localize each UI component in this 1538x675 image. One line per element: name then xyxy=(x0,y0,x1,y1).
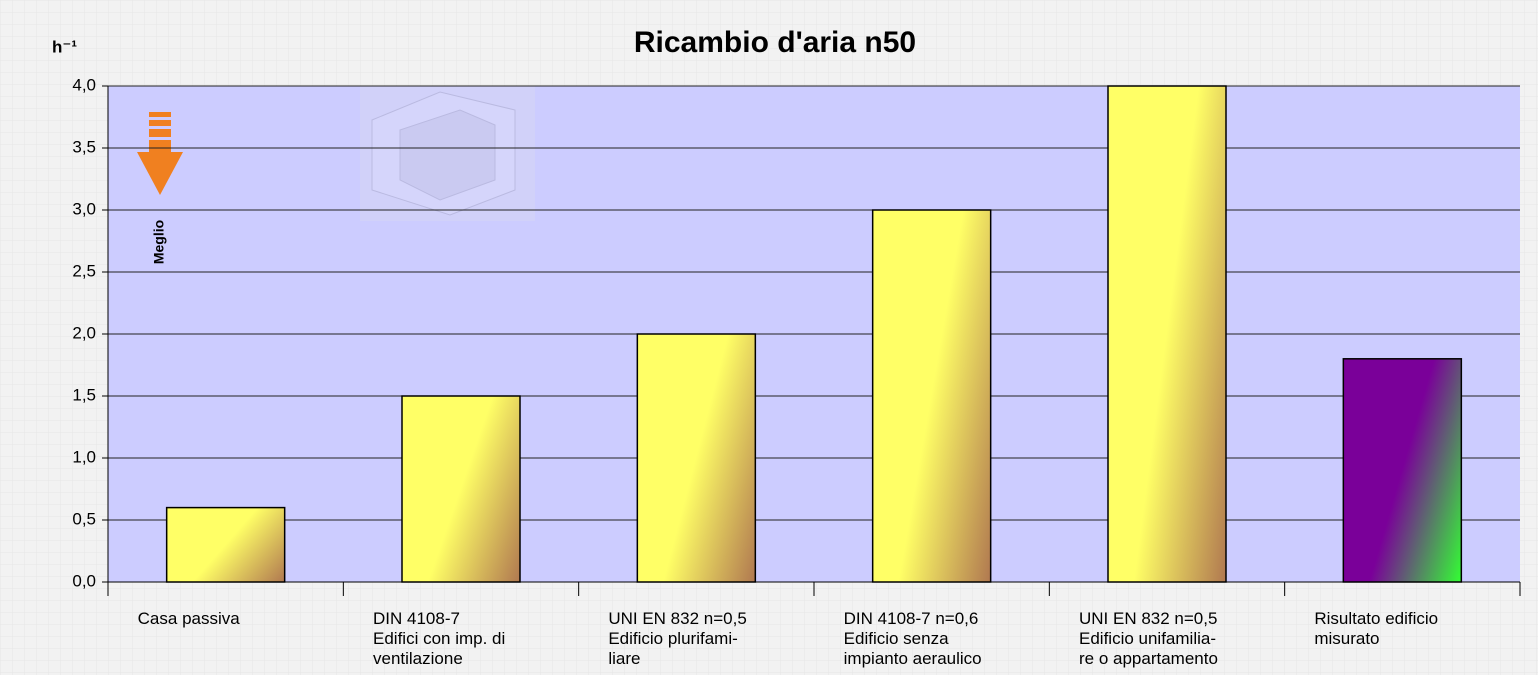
y-tick-label: 2,0 xyxy=(72,323,96,342)
x-tick-label: UNI EN 832 n=0,5Edificio unifamilia-re o… xyxy=(1079,609,1218,668)
x-tick-label: Casa passiva xyxy=(138,609,241,628)
bar xyxy=(637,334,755,582)
y-tick-label: 1,0 xyxy=(72,447,96,466)
y-tick-label: 0,0 xyxy=(72,571,96,590)
bar xyxy=(1343,359,1461,582)
decoration xyxy=(360,86,535,221)
y-tick-label: 2,5 xyxy=(72,261,96,280)
y-tick-label: 4,0 xyxy=(72,75,96,94)
y-tick-label: 3,0 xyxy=(72,199,96,218)
y-tick-label: 0,5 xyxy=(72,509,96,528)
y-axis-label: h⁻¹ xyxy=(52,37,77,56)
bar xyxy=(167,508,285,582)
bar xyxy=(402,396,520,582)
y-tick-label: 3,5 xyxy=(72,137,96,156)
annotation: Meglio xyxy=(151,220,167,264)
chart-title: Ricambio d'aria n50 xyxy=(634,26,916,59)
bar xyxy=(873,210,991,582)
bar xyxy=(1108,86,1226,582)
y-tick-label: 1,5 xyxy=(72,385,96,404)
